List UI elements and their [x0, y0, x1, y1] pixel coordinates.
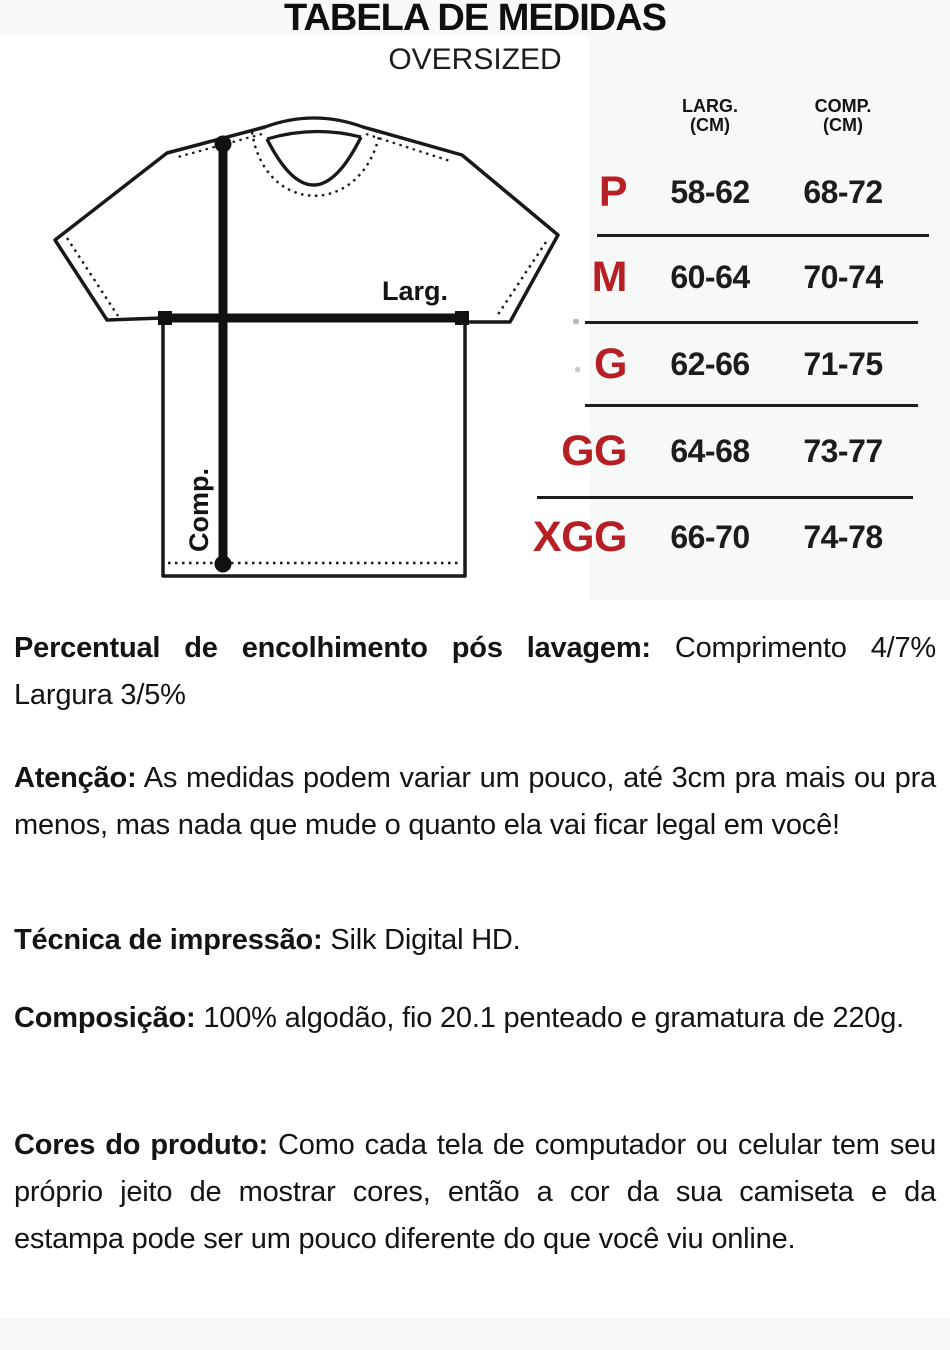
larg-cell: 58-62 — [670, 173, 750, 210]
collar-stitch-dotted — [250, 131, 382, 197]
larg-cell: 66-70 — [670, 518, 750, 555]
composition-note: Composição: 100% algodão, fio 20.1 pente… — [14, 995, 936, 1042]
print-technique-text: Silk Digital HD. — [330, 924, 521, 956]
right-cuff-stitch — [495, 241, 548, 317]
larg-cell: 62-66 — [670, 345, 750, 382]
column-header-larg-line2: (CM) — [690, 115, 730, 135]
table-row-g: G 62-66 71-75 — [535, 334, 937, 394]
attention-note: Atenção: As medidas podem variar um pouc… — [14, 755, 936, 849]
size-cell: M — [591, 252, 628, 301]
row-divider — [585, 321, 918, 324]
collar-band-line — [266, 129, 362, 141]
length-measure-bottom-dot — [214, 555, 232, 573]
bottom-background-strip — [0, 1318, 950, 1350]
tshirt-measurement-diagram: Larg. Comp. — [53, 116, 560, 578]
page-title: TABELA DE MEDIDAS — [284, 0, 667, 39]
artifact-dot — [575, 367, 580, 372]
tshirt-diagram-box: Larg. Comp. — [30, 36, 590, 600]
row-divider — [537, 496, 913, 499]
size-cell: GG — [561, 426, 627, 475]
size-cell: XGG — [532, 512, 628, 561]
table-row-gg: GG 64-68 73-77 — [535, 421, 937, 481]
column-header-larg-line1: LARG. — [682, 96, 738, 116]
shrinkage-note-text: Comprimento 4/7% Largura 3/5% — [14, 632, 937, 711]
comp-cell: 68-72 — [803, 173, 883, 210]
width-measure-left-dot — [158, 311, 172, 325]
length-measure-top-dot — [214, 135, 232, 153]
comp-cell: 74-78 — [803, 518, 883, 555]
attention-note-label: Atenção: — [14, 762, 137, 794]
column-header-larg: LARG. (CM) — [640, 97, 780, 135]
width-measure-right-dot — [455, 311, 469, 325]
larg-cell: 60-64 — [670, 258, 750, 295]
table-row-p: P 58-62 68-72 — [535, 162, 937, 222]
column-header-comp-line1: COMP. — [814, 96, 872, 116]
table-row-xgg: XGG 66-70 74-78 — [532, 507, 937, 567]
print-technique-label: Técnica de impressão: — [14, 924, 323, 956]
print-technique-note: Técnica de impressão: Silk Digital HD. — [14, 917, 936, 964]
attention-note-text: As medidas podem variar um pouco, até 3c… — [14, 762, 937, 841]
width-label: Larg. — [382, 276, 448, 306]
collar-outer-line — [264, 116, 364, 129]
top-background-strip — [0, 0, 950, 36]
comp-cell: 73-77 — [803, 432, 883, 469]
length-label: Comp. — [184, 468, 214, 552]
left-cuff-stitch — [65, 237, 120, 317]
artifact-dot — [573, 319, 579, 324]
row-divider — [597, 234, 929, 237]
shrinkage-note: Percentual de encolhimento pós lavagem: … — [14, 625, 936, 719]
comp-cell: 70-74 — [803, 258, 883, 295]
column-header-comp: COMP. (CM) — [780, 97, 906, 135]
right-shoulder-stitch — [365, 132, 451, 163]
table-background — [588, 36, 950, 600]
row-divider — [585, 404, 918, 407]
tshirt-outline — [53, 125, 560, 578]
product-colors-label: Cores do produto: — [14, 1129, 268, 1161]
column-header-comp-line2: (CM) — [823, 115, 863, 135]
size-table: LARG. (CM) COMP. (CM) P 58-62 68-72 M 60… — [532, 85, 937, 600]
composition-text: 100% algodão, fio 20.1 penteado e gramat… — [203, 1002, 905, 1034]
collar-neckline — [265, 136, 363, 187]
page-subtitle: OVERSIZED — [388, 43, 562, 76]
product-colors-text: Como cada tela de computador ou celular … — [14, 1129, 936, 1255]
size-cell: P — [598, 167, 628, 216]
composition-label: Composição: — [14, 1002, 196, 1034]
shrinkage-note-label: Percentual de encolhimento pós lavagem: — [14, 632, 651, 664]
larg-cell: 64-68 — [670, 432, 750, 469]
product-colors-note: Cores do produto: Como cada tela de comp… — [14, 1122, 936, 1263]
table-row-m: M 60-64 70-74 — [535, 247, 937, 307]
comp-cell: 71-75 — [803, 345, 883, 382]
size-cell: G — [594, 339, 627, 388]
